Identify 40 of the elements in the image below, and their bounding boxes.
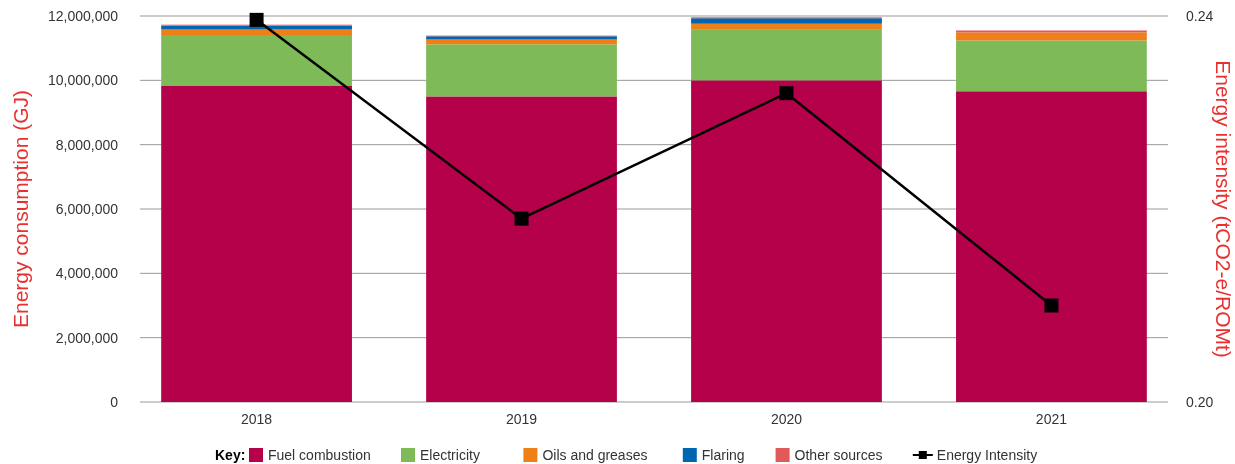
- bar: [691, 18, 882, 24]
- y2-tick-label: 0.24: [1186, 8, 1214, 24]
- bar: [956, 32, 1147, 41]
- y2-tick-label: 0.20: [1186, 394, 1214, 410]
- legend-label: Electricity: [420, 447, 480, 463]
- bar: [426, 39, 617, 45]
- bar: [691, 80, 882, 402]
- legend-label: Fuel combustion: [268, 447, 371, 463]
- bar: [691, 23, 882, 30]
- bar: [956, 40, 1147, 92]
- x-tick-label: 2020: [770, 411, 803, 427]
- bar: [426, 96, 617, 402]
- legend-label: Other sources: [794, 447, 883, 463]
- x-tick-label: 2018: [241, 411, 273, 427]
- x-tick-label: 2019: [505, 411, 538, 427]
- bar: [161, 35, 352, 86]
- bar: [161, 85, 352, 402]
- legend-label: Oils and greases: [542, 447, 648, 463]
- point: [1044, 298, 1059, 313]
- legend-label: Flaring: [701, 447, 745, 463]
- legend-title: Key:: [215, 447, 246, 463]
- bar: [956, 91, 1147, 402]
- legend-label: Energy Intensity: [936, 447, 1038, 463]
- y-tick-label: 8,000,000: [55, 136, 119, 153]
- y-tick-label: 6,000,000: [55, 201, 119, 217]
- y-tick-label: 10,000,000: [47, 72, 119, 89]
- x-tick-label: 2021: [1035, 411, 1068, 427]
- bar: [161, 25, 352, 30]
- y-tick-label: 0: [110, 394, 119, 410]
- point: [249, 12, 264, 27]
- bar: [161, 29, 352, 36]
- bar: [426, 44, 617, 97]
- bar: [691, 29, 882, 81]
- point: [779, 86, 794, 101]
- point: [514, 211, 529, 226]
- y2-axis-title: Energy intensity (tCO2-e/ROMt): [1212, 60, 1235, 358]
- y-tick-label: 2,000,000: [55, 329, 119, 346]
- y-tick-label: 4,000,000: [55, 265, 119, 282]
- y-axis-title: Energy consumption (GJ): [9, 89, 32, 329]
- y-tick-label: 12,000,000: [47, 8, 119, 24]
